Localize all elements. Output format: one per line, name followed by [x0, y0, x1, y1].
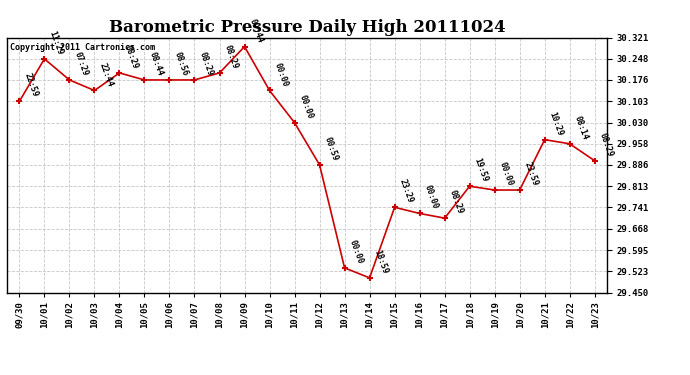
Text: 00:00: 00:00 — [347, 238, 364, 265]
Text: 00:00: 00:00 — [497, 160, 515, 187]
Text: 22:44: 22:44 — [97, 61, 115, 88]
Text: 00:00: 00:00 — [297, 93, 315, 120]
Text: 11:29: 11:29 — [47, 30, 64, 56]
Text: 23:29: 23:29 — [397, 178, 415, 204]
Text: 19:59: 19:59 — [473, 157, 489, 183]
Text: 08:29: 08:29 — [447, 189, 464, 215]
Text: 00:00: 00:00 — [273, 61, 289, 88]
Text: 08:29: 08:29 — [598, 131, 615, 158]
Text: 23:59: 23:59 — [522, 160, 540, 187]
Text: 22:59: 22:59 — [22, 72, 39, 99]
Text: 08:29: 08:29 — [222, 44, 239, 70]
Text: 08:44: 08:44 — [147, 51, 164, 77]
Title: Barometric Pressure Daily High 20111024: Barometric Pressure Daily High 20111024 — [109, 19, 505, 36]
Text: 07:29: 07:29 — [72, 51, 89, 77]
Text: 08:14: 08:14 — [573, 114, 589, 141]
Text: 10:29: 10:29 — [547, 110, 564, 137]
Text: 09:44: 09:44 — [247, 17, 264, 44]
Text: 00:00: 00:00 — [422, 184, 440, 211]
Text: 08:29: 08:29 — [122, 44, 139, 70]
Text: Copyright 2011 Cartronics.com: Copyright 2011 Cartronics.com — [10, 43, 155, 52]
Text: 00:59: 00:59 — [322, 135, 339, 162]
Text: 18:59: 18:59 — [373, 249, 389, 275]
Text: 08:29: 08:29 — [197, 51, 215, 77]
Text: 08:56: 08:56 — [172, 51, 189, 77]
